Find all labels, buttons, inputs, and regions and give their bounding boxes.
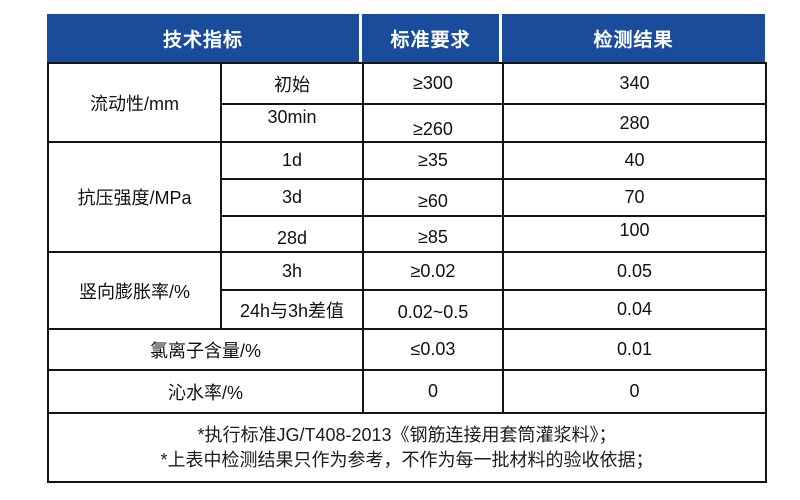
footnotes-cell: *执行标准JG/T408-2013《钢筋连接用套筒灌浆料》； *上表中检测结果只…: [47, 412, 767, 483]
header-standard-requirement: 标准要求: [362, 14, 502, 62]
strength-28d-standard: ≥85: [362, 215, 504, 253]
strength-3d-result: 70: [502, 178, 767, 217]
note-line-2: *上表中检测结果只作为参考，不作为每一批材料的验收依据；: [160, 449, 654, 470]
expansion-24h-result: 0.04: [502, 289, 767, 330]
header-test-result: 检测结果: [502, 14, 765, 62]
strength-1d-sub: 1d: [220, 141, 364, 180]
chloride-label: 氯离子含量/%: [47, 328, 364, 371]
fluidity-30min-result: 280: [502, 103, 767, 143]
table-row: 28d ≥85 100: [48, 215, 767, 253]
strength-28d-result: 100: [502, 215, 767, 253]
expansion-3h-standard: ≥0.02: [362, 251, 504, 291]
header-technical-index: 技术指标: [47, 14, 362, 62]
table-row: 竖向膨胀率/% 3h ≥0.02 0.05: [47, 251, 767, 330]
table-row: 30min ≥260 280: [48, 103, 767, 143]
expansion-24h-sub: 24h与3h差值: [220, 289, 364, 330]
bleeding-rate-standard: 0: [362, 369, 504, 414]
strength-28d-sub: 28d: [220, 215, 364, 253]
chloride-result: 0.01: [502, 328, 767, 371]
expansion-3h-sub: 3h: [220, 251, 364, 291]
bleeding-rate-result: 0: [502, 369, 767, 414]
fluidity-30min-sub: 30min: [220, 103, 364, 143]
fluidity-initial-standard: ≥300: [362, 62, 504, 105]
fluidity-initial-result: 340: [502, 62, 767, 105]
header-technical-index-label: 技术指标: [162, 29, 243, 51]
strength-3d-standard: ≥60: [362, 178, 504, 217]
expansion-24h-standard: 0.02~0.5: [362, 289, 504, 330]
table-row: 24h与3h差值 0.02~0.5 0.04: [48, 289, 767, 330]
fluidity-section-label: 流动性/mm: [47, 62, 222, 143]
strength-1d-result: 40: [502, 141, 767, 180]
table-row: 氯离子含量/% ≤0.03 0.01: [47, 328, 767, 371]
header-standard-requirement-label: 标准要求: [390, 29, 471, 51]
header-test-result-label: 检测结果: [593, 29, 674, 51]
bleeding-rate-label: 沁水率/%: [47, 369, 364, 414]
table-header-row: 技术指标 标准要求 检测结果: [47, 14, 765, 62]
spec-table: 技术指标 标准要求 检测结果 流动性/mm 初始 ≥300 340: [47, 14, 767, 483]
fluidity-30min-standard: ≥260: [362, 103, 504, 143]
expansion-section-label: 竖向膨胀率/%: [47, 251, 222, 330]
strength-1d-standard: ≥35: [362, 141, 504, 180]
note-line-1: *执行标准JG/T408-2013《钢筋连接用套筒灌浆料》；: [197, 424, 617, 445]
table-row: 流动性/mm 初始 ≥300 340: [47, 62, 767, 143]
chloride-standard: ≤0.03: [362, 328, 504, 371]
strength-3d-sub: 3d: [220, 178, 364, 217]
compressive-strength-section-label: 抗压强度/MPa: [47, 141, 222, 253]
spec-table-body: 流动性/mm 初始 ≥300 340 30min ≥260 280 抗压强度/M…: [47, 62, 767, 483]
table-row: *执行标准JG/T408-2013《钢筋连接用套筒灌浆料》； *上表中检测结果只…: [47, 412, 767, 483]
fluidity-initial-sub: 初始: [220, 62, 364, 105]
expansion-3h-result: 0.05: [502, 251, 767, 291]
table-row: 抗压强度/MPa 1d ≥35 40: [47, 141, 767, 253]
table-row: 3d ≥60 70: [48, 178, 767, 217]
table-row: 沁水率/% 0 0: [47, 369, 767, 414]
